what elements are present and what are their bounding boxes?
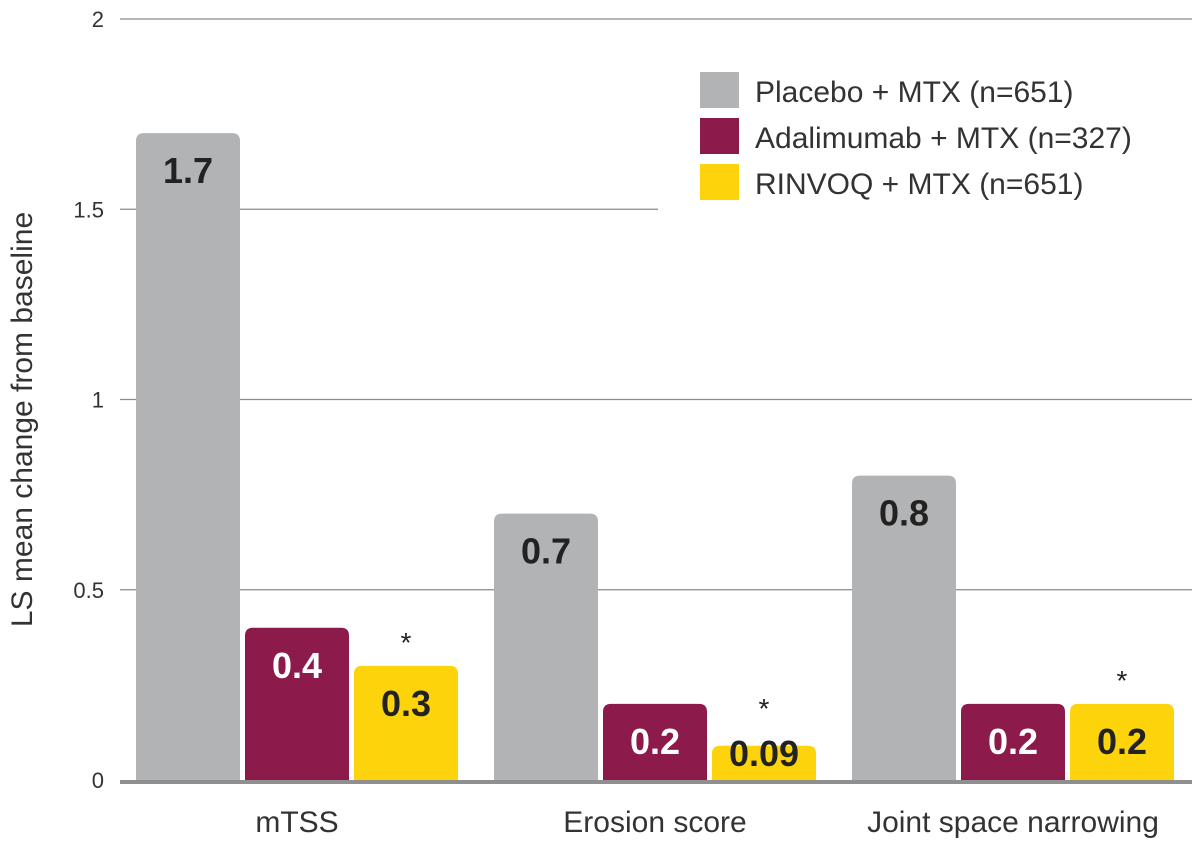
legend-swatch	[700, 164, 739, 200]
bar	[494, 513, 598, 780]
significance-asterisk: *	[759, 693, 770, 724]
y-tick-label: 0	[92, 768, 104, 793]
x-category-label: Erosion score	[563, 806, 746, 839]
data-label: 0.09	[729, 733, 799, 774]
data-label: 0.7	[521, 531, 571, 572]
y-axis-label: LS mean change from baseline	[6, 212, 39, 627]
data-label: 0.2	[630, 721, 680, 762]
y-tick-label: 1	[92, 388, 104, 413]
significance-asterisk: *	[1117, 665, 1128, 696]
data-label: 0.8	[879, 493, 929, 534]
data-label: 0.2	[988, 721, 1038, 762]
significance-asterisk: *	[401, 627, 412, 658]
y-tick-label: 1.5	[73, 197, 104, 222]
legend-label: RINVOQ + MTX (n=651)	[755, 168, 1083, 201]
bar	[712, 745, 816, 780]
y-tick-label: 2	[92, 7, 104, 32]
data-label: 0.2	[1097, 721, 1147, 762]
x-category-label: mTSS	[255, 806, 338, 839]
bar	[1070, 703, 1174, 780]
legend-swatch	[700, 72, 739, 108]
legend-label: Placebo + MTX (n=651)	[755, 76, 1074, 109]
data-label: 1.7	[163, 150, 213, 191]
data-label: 0.3	[381, 683, 431, 724]
legend-label: Adalimumab + MTX (n=327)	[755, 122, 1132, 155]
data-label: 0.4	[272, 645, 322, 686]
y-tick-label: 0.5	[73, 578, 104, 603]
x-axis-line	[120, 780, 1192, 784]
x-category-label: Joint space narrowing	[867, 806, 1159, 839]
bar	[603, 703, 707, 780]
bar	[961, 703, 1065, 780]
bar	[852, 475, 956, 780]
bar	[136, 133, 240, 780]
legend-swatch	[700, 118, 739, 154]
bar	[245, 627, 349, 780]
bar	[354, 665, 458, 780]
